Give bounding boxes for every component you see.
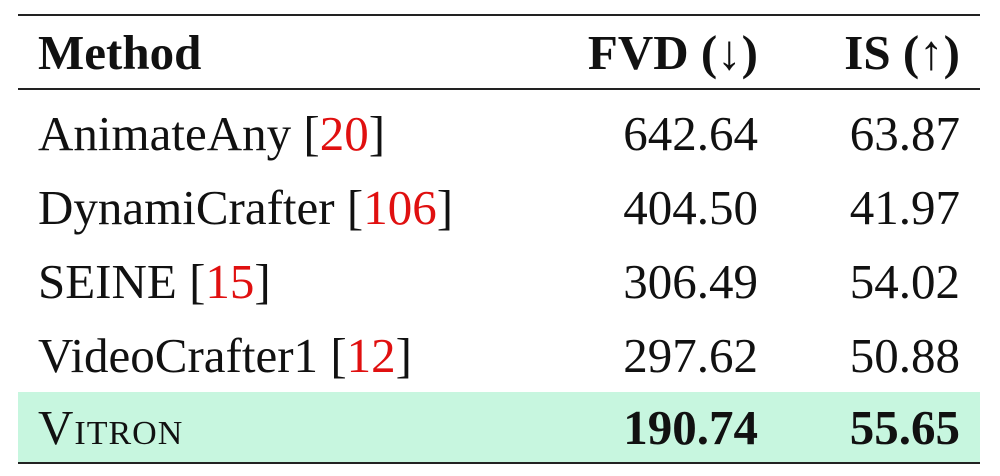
is-cell: 63.87	[849, 105, 960, 161]
bracket: [	[189, 253, 206, 309]
method-cell: DynamiCrafter [106]	[18, 170, 538, 244]
citation: 15	[205, 253, 255, 309]
fvd-cell: 642.64	[623, 105, 758, 161]
is-cell: 50.88	[849, 327, 960, 383]
header-row: Method FVD (↓) IS (↑)	[18, 14, 980, 90]
results-table: Method FVD (↓) IS (↑) AnimateAny [20] 642…	[18, 14, 980, 464]
header-cell: IS (↑)	[778, 14, 980, 90]
citation: 106	[363, 179, 437, 235]
table-row: Vitron 190.74 55.65	[18, 392, 980, 464]
table-row: AnimateAny [20] 642.64 63.87	[18, 89, 980, 170]
fvd-cell: 404.50	[623, 179, 758, 235]
bracket: ]	[436, 179, 454, 235]
table-body: AnimateAny [20] 642.64 63.87 DynamiCrafter …	[18, 89, 980, 464]
method-name: AnimateAny	[38, 105, 292, 161]
fvd-cell: 190.74	[538, 392, 778, 464]
method-cell: VideoCrafter1 [12]	[18, 318, 538, 392]
is-cell: 54.02	[849, 253, 960, 309]
citation: 12	[346, 327, 396, 383]
is-cell: 55.65	[778, 392, 980, 464]
method-cell: AnimateAny [20]	[18, 89, 538, 170]
method-name: Vitron	[38, 399, 184, 455]
table-row: VideoCrafter1 [12] 297.62 50.88	[18, 318, 980, 392]
method-name: DynamiCrafter	[38, 179, 335, 235]
bracket: ]	[254, 253, 271, 309]
bracket: ]	[395, 327, 412, 383]
bracket: [	[303, 105, 320, 161]
header-cell: FVD (↓)	[538, 14, 778, 90]
citation: 20	[319, 105, 369, 161]
table-row: SEINE [15] 306.49 54.02	[18, 244, 980, 318]
bracket: ]	[368, 105, 386, 161]
table-row: DynamiCrafter [106] 404.50 41.97	[18, 170, 980, 244]
method-cell: Vitron	[18, 392, 538, 464]
fvd-cell: 297.62	[623, 327, 758, 383]
header-cell: Method	[18, 14, 538, 90]
is-cell: 41.97	[849, 179, 960, 235]
method-cell: SEINE [15]	[18, 244, 538, 318]
method-name: SEINE	[38, 253, 177, 309]
method-name: VideoCrafter1	[38, 327, 319, 383]
bracket: [	[346, 179, 364, 235]
bracket: [	[330, 327, 347, 383]
fvd-cell: 306.49	[623, 253, 758, 309]
